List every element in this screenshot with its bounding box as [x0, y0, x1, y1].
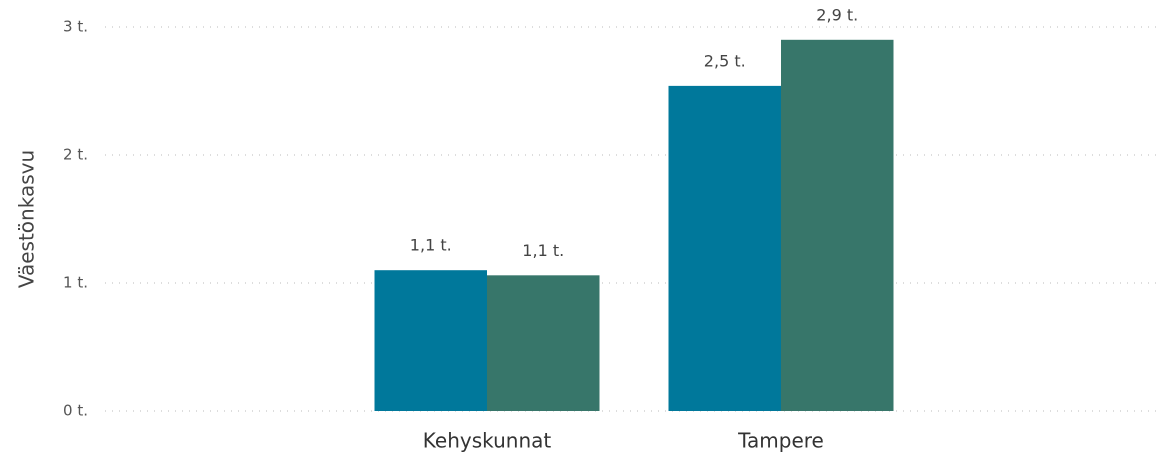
x-tick-label: Tampere: [737, 429, 824, 453]
bar: [668, 85, 781, 411]
x-tick-label: Kehyskunnat: [423, 429, 552, 453]
value-label: 2,9 t.: [816, 5, 858, 24]
value-label: 1,1 t.: [410, 236, 452, 255]
bar: [487, 275, 600, 411]
y-tick-label: 2 t.: [63, 146, 88, 164]
y-tick-label: 0 t.: [63, 402, 88, 420]
value-label: 1,1 t.: [522, 241, 564, 260]
y-tick-label: 1 t.: [63, 274, 88, 292]
y-axis-title: Väestönkasvu: [15, 150, 39, 288]
y-tick-label: 3 t.: [63, 18, 88, 36]
value-label: 2,5 t.: [704, 51, 746, 70]
bar: [781, 39, 894, 412]
bar: [374, 270, 487, 411]
